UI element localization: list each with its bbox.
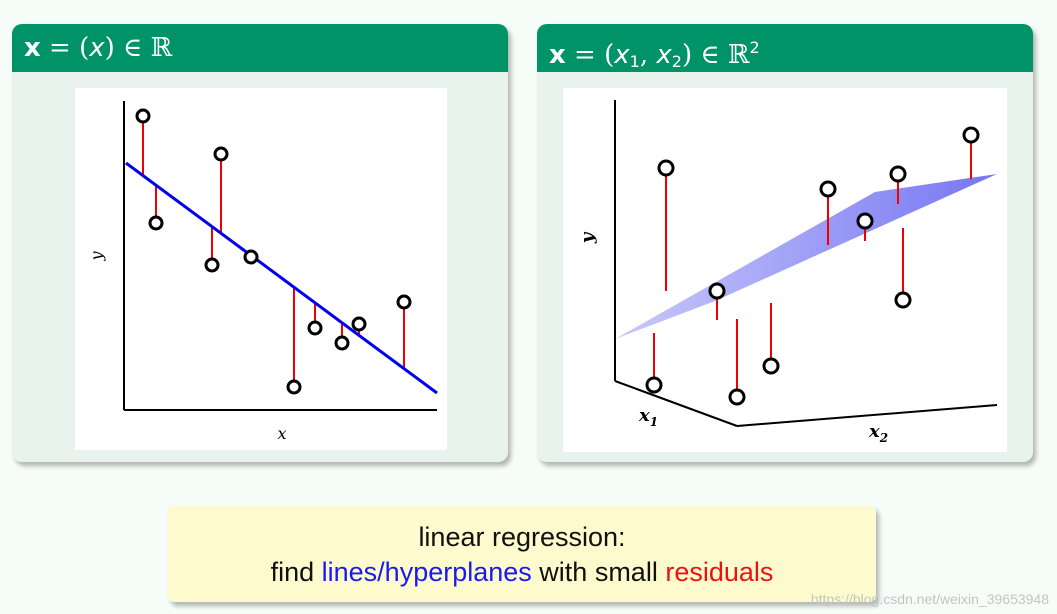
plane-fit-figure: y x1 x2 bbox=[563, 88, 1007, 452]
plane-fit-svg: y x1 x2 bbox=[577, 100, 998, 445]
title-comma: , bbox=[639, 40, 657, 70]
residuals-below bbox=[653, 228, 904, 397]
right-block-title: x = (x1, x2) ∈ ℝ2 bbox=[537, 24, 1033, 72]
watermark: https://blog.csdn.net/weixin_39653948 bbox=[810, 591, 1049, 607]
title-subscript-2: 2 bbox=[671, 52, 682, 71]
data-point bbox=[135, 108, 151, 124]
data-point bbox=[204, 257, 220, 273]
x1-axis-label: x1 bbox=[638, 405, 658, 429]
title-variable-1: x bbox=[614, 40, 630, 70]
left-block: x = (x) ∈ ℝ y x bbox=[12, 24, 508, 462]
y-axis-label: y bbox=[87, 251, 106, 262]
residuals bbox=[142, 116, 405, 387]
line-fit-figure: y x bbox=[75, 88, 447, 450]
data-point bbox=[286, 379, 302, 395]
title-variable-2: x bbox=[656, 40, 672, 70]
summary-note: linear regression: find lines/hyperplane… bbox=[168, 506, 876, 602]
title-real-set: ℝ bbox=[727, 40, 750, 70]
data-points bbox=[135, 108, 412, 395]
fit-line bbox=[125, 161, 438, 395]
y-axis-label: y bbox=[577, 231, 598, 244]
regression-plane bbox=[615, 174, 997, 339]
data-point bbox=[645, 376, 663, 394]
note-prefix: find bbox=[270, 557, 322, 587]
data-point bbox=[396, 294, 412, 310]
x2-axis-label: x2 bbox=[868, 421, 888, 445]
data-point bbox=[894, 291, 912, 309]
title-symbol: x bbox=[24, 33, 41, 63]
x1-axis bbox=[614, 380, 738, 427]
note-highlight-residuals: residuals bbox=[665, 557, 774, 587]
title-real-set: ℝ bbox=[150, 33, 173, 63]
note-text: find lines/hyperplanes with small residu… bbox=[168, 554, 876, 590]
data-point bbox=[762, 357, 780, 375]
title-equals: = ( bbox=[565, 40, 615, 70]
data-point bbox=[962, 126, 980, 144]
data-point bbox=[351, 316, 367, 332]
data-point bbox=[819, 180, 837, 198]
title-symbol: x bbox=[549, 40, 566, 70]
title-power: 2 bbox=[749, 38, 760, 57]
note-middle: with small bbox=[531, 557, 666, 587]
data-point bbox=[243, 249, 259, 265]
title-element-of: ) ∈ bbox=[681, 40, 728, 70]
title-variable: x bbox=[89, 33, 105, 63]
data-point bbox=[856, 212, 874, 230]
data-point bbox=[148, 215, 164, 231]
title-subscript-1: 1 bbox=[629, 52, 640, 71]
data-points bbox=[645, 126, 980, 406]
left-block-title: x = (x) ∈ ℝ bbox=[12, 24, 508, 72]
x2-axis bbox=[736, 404, 998, 427]
title-equals: = ( bbox=[40, 33, 90, 63]
note-heading: linear regression: bbox=[418, 522, 626, 552]
note-highlight-lines: lines/hyperplanes bbox=[321, 557, 532, 587]
data-point bbox=[708, 282, 726, 300]
data-point bbox=[307, 320, 323, 336]
line-fit-svg: y x bbox=[87, 101, 438, 443]
data-point bbox=[889, 165, 907, 183]
data-point bbox=[334, 335, 350, 351]
data-point bbox=[657, 159, 675, 177]
data-point bbox=[213, 146, 229, 162]
title-element-of: ) ∈ bbox=[104, 33, 151, 63]
data-point bbox=[728, 388, 746, 406]
right-block: x = (x1, x2) ∈ ℝ2 y x1 x2 bbox=[537, 24, 1033, 462]
x-axis-label: x bbox=[277, 424, 286, 443]
